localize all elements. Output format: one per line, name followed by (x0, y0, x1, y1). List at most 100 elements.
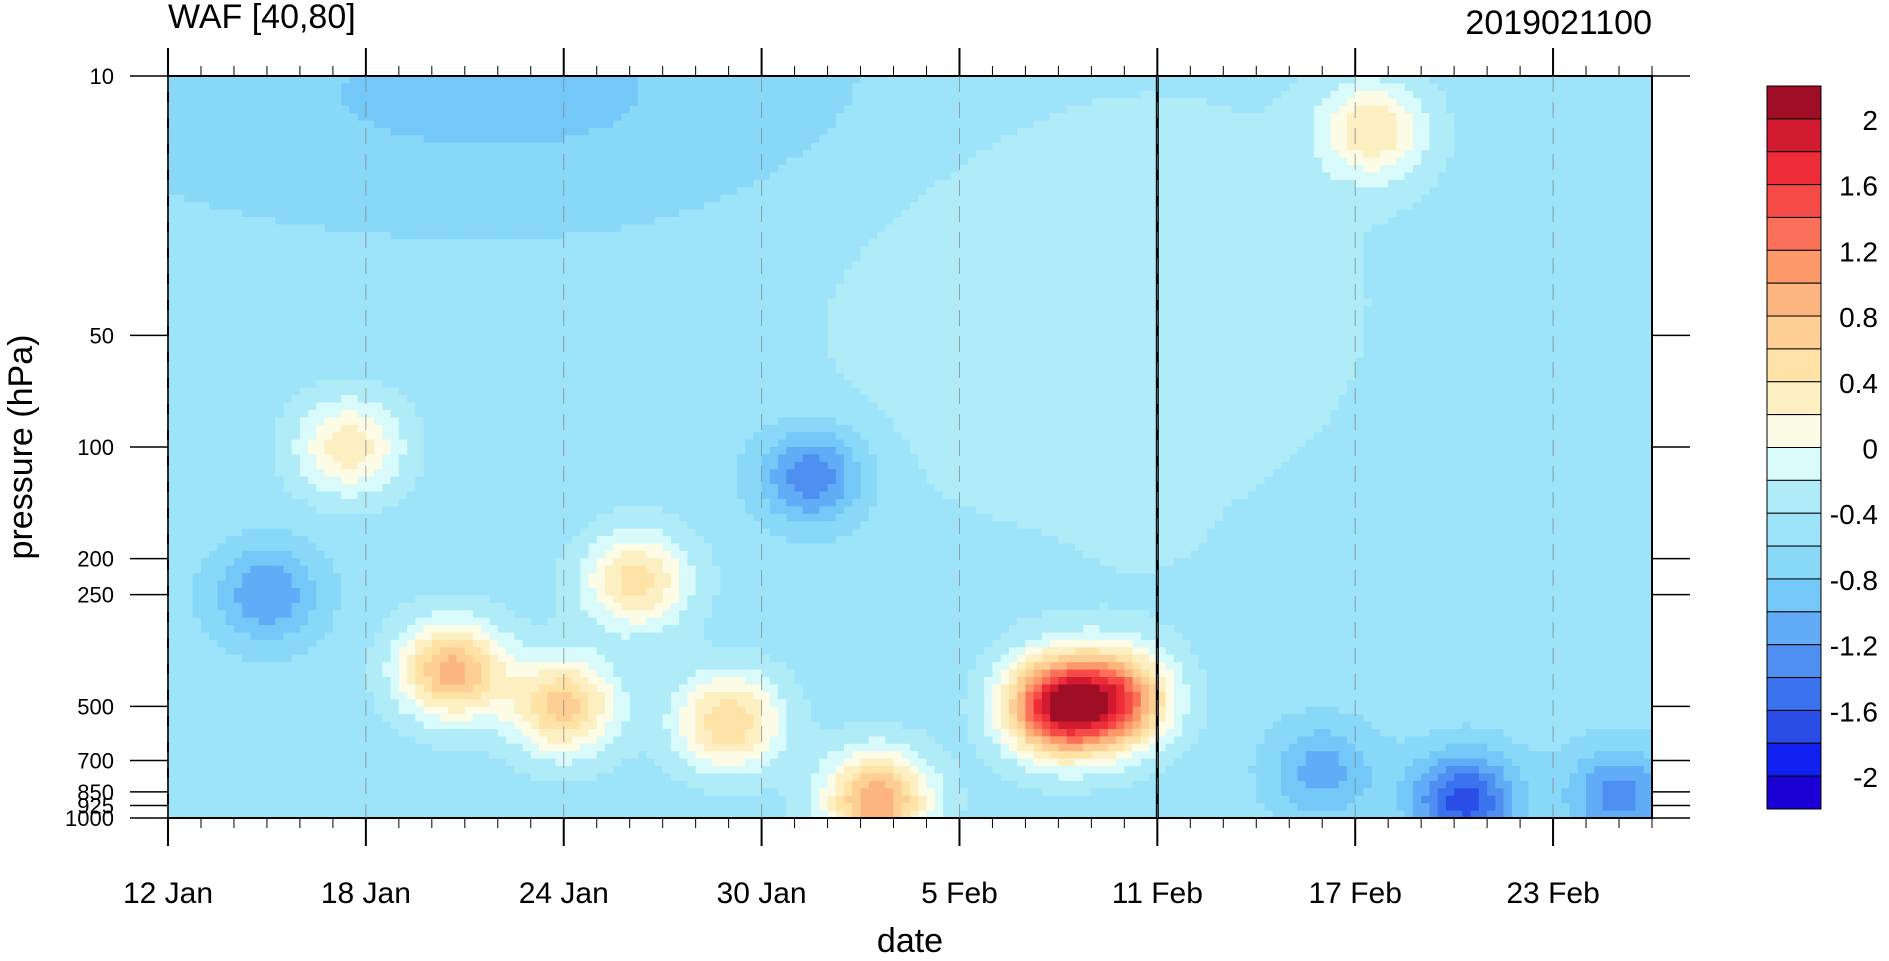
contour-cell (1570, 195, 1579, 203)
contour-cell (283, 210, 292, 218)
contour-cell (1578, 239, 1587, 247)
contour-cell (333, 135, 342, 143)
contour-cell (959, 269, 968, 277)
contour-cell (762, 187, 771, 195)
contour-cell (341, 247, 350, 255)
contour-cell (630, 269, 639, 277)
contour-cell (1091, 91, 1100, 99)
contour-cell (885, 158, 894, 166)
contour-cell (828, 217, 837, 225)
contour-cell (407, 254, 416, 262)
contour-cell (704, 172, 713, 180)
contour-cell (1091, 247, 1100, 255)
contour-cell (877, 158, 886, 166)
contour-cell (1067, 195, 1076, 203)
contour-cell (1100, 217, 1109, 225)
contour-cell (885, 247, 894, 255)
contour-cell (720, 165, 729, 173)
contour-cell (1199, 76, 1208, 84)
contour-cell (1537, 232, 1546, 240)
contour-cell (176, 121, 185, 129)
contour-cell (432, 232, 441, 240)
contour-cell (1133, 98, 1142, 106)
contour-cell (333, 187, 342, 195)
contour-cell (1273, 210, 1282, 218)
contour-cell (1248, 98, 1257, 106)
contour-cell (663, 76, 672, 84)
contour-cell (588, 150, 597, 158)
contour-cell (1512, 180, 1521, 188)
contour-cell (1091, 150, 1100, 158)
contour-cell (1322, 98, 1331, 106)
contour-cell (1545, 224, 1554, 232)
contour-cell (811, 247, 820, 255)
contour-cell (1487, 254, 1496, 262)
contour-cell (234, 113, 243, 121)
contour-cell (333, 269, 342, 277)
contour-cell (1479, 195, 1488, 203)
contour-cell (1413, 195, 1422, 203)
contour-cell (737, 195, 746, 203)
contour-cell (1058, 180, 1067, 188)
contour-cell (1561, 210, 1570, 218)
contour-cell (250, 217, 259, 225)
contour-cell (1174, 276, 1183, 284)
contour-cell (349, 254, 358, 262)
contour-cell (308, 172, 317, 180)
contour-cell (1627, 224, 1636, 232)
contour-cell (316, 210, 325, 218)
contour-cell (836, 76, 845, 84)
contour-cell (894, 195, 903, 203)
contour-cell (407, 210, 416, 218)
contour-cell (523, 113, 532, 121)
contour-cell (1561, 217, 1570, 225)
contour-cell (1058, 269, 1067, 277)
contour-cell (209, 113, 218, 121)
contour-cell (572, 128, 581, 136)
contour-cell (1133, 187, 1142, 195)
contour-cell (473, 262, 482, 270)
contour-cell (490, 76, 499, 84)
contour-cell (448, 91, 457, 99)
contour-cell (679, 224, 688, 232)
contour-cell (861, 113, 870, 121)
contour-cell (399, 180, 408, 188)
contour-cell (1627, 195, 1636, 203)
contour-cell (457, 83, 466, 91)
contour-cell (407, 128, 416, 136)
contour-cell (1108, 187, 1117, 195)
contour-cell (481, 262, 490, 270)
contour-cell (349, 128, 358, 136)
contour-cell (1636, 269, 1645, 277)
contour-cell (407, 172, 416, 180)
contour-cell (555, 83, 564, 91)
contour-cell (778, 269, 787, 277)
contour-cell (1067, 158, 1076, 166)
contour-cell (696, 224, 705, 232)
contour-cell (1561, 83, 1570, 91)
contour-cell (1561, 224, 1570, 232)
contour-cell (531, 150, 540, 158)
contour-cell (555, 98, 564, 106)
contour-cell (745, 239, 754, 247)
contour-cell (1314, 83, 1323, 91)
contour-cell (316, 276, 325, 284)
contour-cell (951, 224, 960, 232)
contour-cell (1124, 232, 1133, 240)
contour-cell (300, 210, 309, 218)
contour-cell (1141, 113, 1150, 121)
contour-cell (1512, 83, 1521, 91)
contour-cell (803, 143, 812, 151)
contour-cell (720, 83, 729, 91)
contour-cell (621, 232, 630, 240)
contour-cell (1520, 217, 1529, 225)
contour-cell (539, 269, 548, 277)
contour-cell (358, 180, 367, 188)
contour-cell (1578, 217, 1587, 225)
contour-cell (465, 158, 474, 166)
contour-cell (1116, 128, 1125, 136)
contour-cell (382, 106, 391, 114)
contour-cell (1025, 202, 1034, 210)
contour-cell (374, 91, 383, 99)
contour-cell (1034, 128, 1043, 136)
